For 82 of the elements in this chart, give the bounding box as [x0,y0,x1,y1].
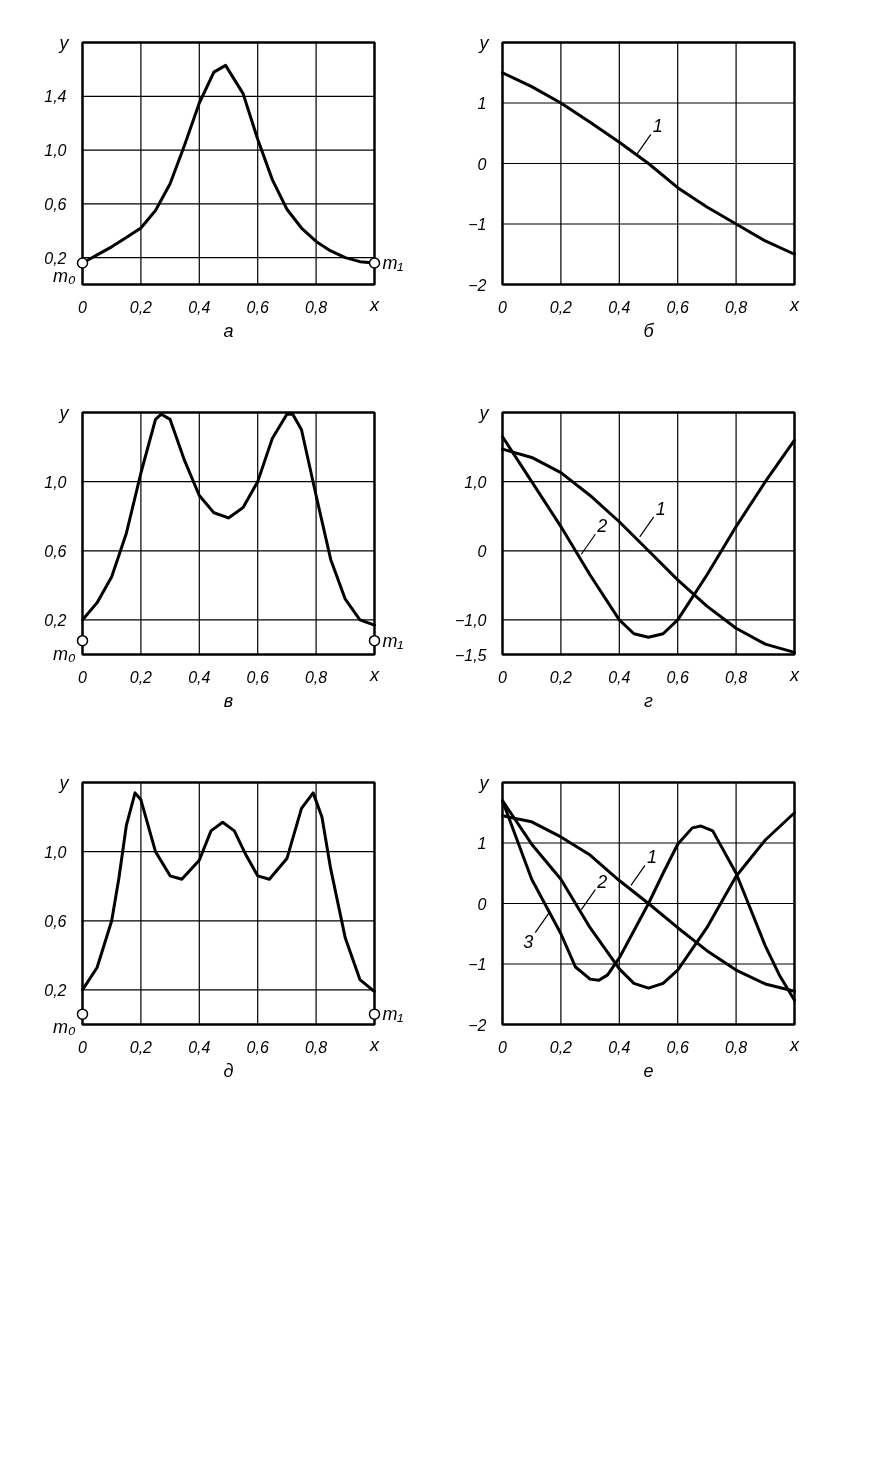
text: в [223,690,234,711]
x-tick-label: 0,6 [666,668,689,686]
x-tick-label: 0 [78,668,88,686]
x-tick-label: 0 [498,668,508,686]
x-axis-title: x [789,664,800,685]
x-tick-label: 0,2 [129,298,153,316]
x-tick-label: 0,8 [724,668,748,686]
y-tick-label: 0,2 [44,249,67,267]
y-axis-title: y [57,32,70,53]
annotation: m₁ [382,252,404,273]
x-tick-label: 0 [498,1038,508,1056]
y-tick-label: 0,6 [44,912,67,930]
x-tick-label: 0,4 [608,298,631,316]
x-tick-label: 0,2 [549,1038,573,1056]
text: г [644,690,654,711]
text: е [643,1060,654,1081]
annotation: 1 [655,498,666,519]
x-tick-label: 0,2 [549,668,573,686]
annotation: 1 [652,116,663,137]
x-tick-label: 0,8 [724,1038,748,1056]
x-tick-label: 0 [498,298,508,316]
x-tick-label: 0,4 [188,1038,211,1056]
annotation: m₀ [52,643,76,664]
annotation: 1 [646,847,657,868]
x-tick-label: 0 [78,298,88,316]
y-axis-title: y [477,402,490,423]
x-axis-title: x [789,294,800,315]
x-tick-label: 0,2 [549,298,573,316]
x-tick-label: 0 [78,1038,88,1056]
annotation: m₁ [382,1004,404,1025]
y-tick-label: 1,0 [44,142,67,160]
annotation: 2 [596,516,608,537]
y-tick-label: −1 [468,956,487,973]
y-tick-label: 1 [477,835,487,852]
x-tick-label: 0,8 [724,298,748,316]
x-tick-label: 0,6 [246,1038,269,1056]
x-tick-label: 0,8 [304,298,328,316]
y-tick-label: 0 [477,155,487,173]
x-tick-label: 0,4 [608,668,631,686]
x-tick-label: 0,6 [246,298,269,316]
y-tick-label: 0,2 [44,611,67,629]
x-axis-title: x [369,1034,380,1055]
y-tick-label: 0 [477,895,487,913]
annotation: m₀ [52,1017,76,1038]
x-tick-label: 0,6 [246,668,269,686]
y-tick-label: −1,5 [454,646,487,664]
y-tick-label: 0 [477,542,487,560]
y-tick-label: 1 [477,95,487,112]
y-tick-label: 1,0 [44,473,67,491]
annotation: m₁ [382,630,404,651]
y-axis-title: y [477,772,490,793]
x-tick-label: 0,2 [129,668,153,686]
x-tick-label: 0,4 [188,668,211,686]
y-tick-label: −2 [468,1016,487,1034]
text: б [643,320,655,341]
x-tick-label: 0,4 [188,298,211,316]
x-tick-label: 0,6 [666,298,689,316]
text: д [223,1060,234,1081]
x-tick-label: 0,6 [666,1038,689,1056]
y-tick-label: 0,6 [44,195,67,213]
x-axis-title: x [369,294,380,315]
annotation: m₀ [52,265,76,286]
x-axis-title: x [369,664,380,685]
y-axis-title: y [477,32,490,53]
y-tick-label: −2 [468,276,487,294]
y-tick-label: 1,0 [44,843,67,861]
x-tick-label: 0,8 [304,1038,328,1056]
y-axis-title: y [57,772,70,793]
x-tick-label: 0,2 [129,1038,153,1056]
y-tick-label: 1,0 [464,473,487,491]
y-tick-label: −1,0 [454,611,487,629]
y-tick-label: −1 [468,216,487,233]
y-tick-label: 0,6 [44,542,67,560]
y-tick-label: 1,4 [44,88,67,106]
x-tick-label: 0,8 [304,668,328,686]
x-axis-title: x [789,1034,800,1055]
text: а [223,320,234,341]
annotation: 3 [523,931,534,952]
y-tick-label: 0,2 [44,981,67,999]
annotation: 2 [596,871,608,892]
x-tick-label: 0,4 [608,1038,631,1056]
y-axis-title: y [57,402,70,423]
